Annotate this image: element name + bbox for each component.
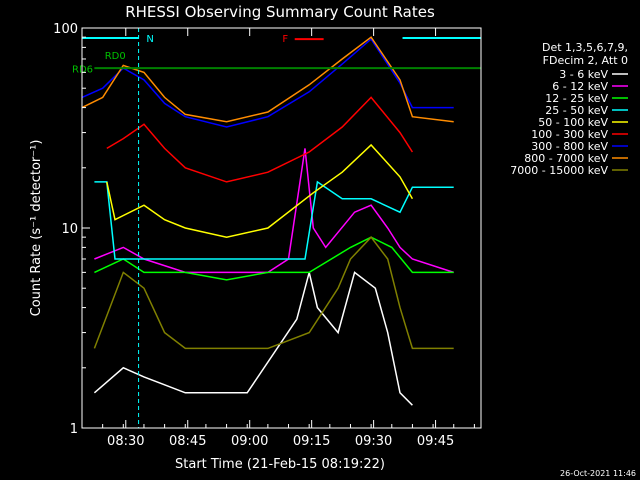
- legend-label-9: 7000 - 15000 keV: [510, 164, 608, 177]
- night-label: N: [146, 34, 153, 45]
- x-tick-label-4: 09:15: [293, 434, 330, 449]
- series-line-5: [106, 143, 414, 238]
- x-tick-label-3: 09:00: [231, 434, 268, 449]
- legend: Det 1,3,5,6,7,9, FDecim 2, Att 0 3 - 6 k…: [510, 41, 628, 177]
- timestamp: 26-Oct-2021 11:46: [560, 469, 636, 478]
- series-line-6: [106, 96, 414, 183]
- x-tick-label-5: 09:30: [355, 434, 392, 449]
- chart-title: RHESSI Observing Summary Count Rates: [125, 3, 435, 21]
- legend-label-7: 300 - 800 keV: [531, 140, 608, 153]
- annotation-layer: N RD0 RD6 F: [72, 28, 482, 428]
- legend-label-1: 3 - 6 keV: [559, 68, 608, 81]
- flare-label: F: [282, 34, 288, 45]
- tick-layer: 08:30 08:45 09:00 09:15 09:30 09:45 1 10 100: [53, 22, 475, 449]
- legend-label-5: 50 - 100 keV: [538, 116, 608, 129]
- series-line-9: [93, 236, 454, 350]
- legend-label-4: 25 - 50 keV: [545, 104, 608, 117]
- plot-frame: [81, 27, 482, 429]
- legend-label-3: 12 - 25 keV: [545, 92, 608, 105]
- rd0-label: RD0: [105, 51, 126, 62]
- y-axis-label: Count Rate (s⁻¹ detector⁻¹): [29, 140, 44, 317]
- x-tick-label-2: 08:45: [169, 434, 206, 449]
- x-axis-label: Start Time (21-Feb-15 08:19:22): [175, 457, 385, 472]
- series-layer: [81, 36, 454, 406]
- x-tick-label-6: 09:45: [417, 434, 454, 449]
- y-tick-label-1: 1: [70, 422, 78, 437]
- legend-header-line-2: FDecim 2, Att 0: [543, 54, 628, 67]
- y-tick-label-2: 10: [61, 222, 78, 237]
- series-line-7: [81, 37, 454, 128]
- legend-label-8: 800 - 7000 keV: [524, 152, 608, 165]
- series-line-3: [94, 236, 454, 281]
- series-line-1: [93, 271, 413, 406]
- legend-label-6: 100 - 300 keV: [531, 128, 608, 141]
- x-tick-label-1: 08:30: [107, 434, 144, 449]
- y-tick-label-3: 100: [53, 22, 78, 37]
- series-line-4: [94, 180, 454, 260]
- rd6-label: RD6: [72, 64, 93, 75]
- series-line-2: [94, 148, 454, 274]
- series-line-8: [81, 36, 454, 123]
- legend-header-line-1: Det 1,3,5,6,7,9,: [542, 41, 628, 54]
- legend-label-2: 6 - 12 keV: [552, 80, 608, 93]
